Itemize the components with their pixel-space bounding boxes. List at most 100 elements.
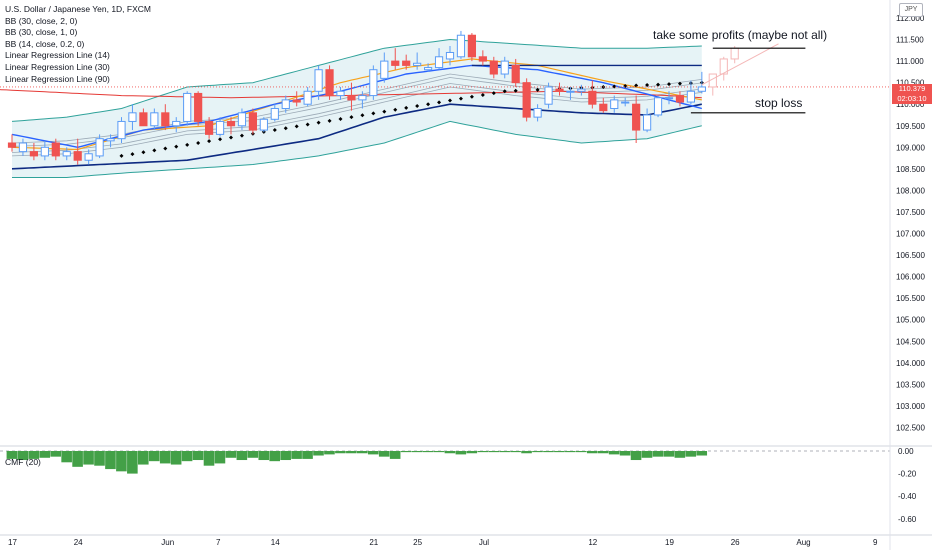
- candle-body: [489, 60, 498, 75]
- cmf-bar: [6, 451, 18, 459]
- regression-dot: [338, 116, 343, 121]
- candle-body: [664, 97, 674, 100]
- cmf-bar: [83, 451, 94, 465]
- candle-body: [172, 120, 181, 127]
- linear-regression-90: [11, 103, 702, 170]
- candle-body: [402, 60, 411, 66]
- cmf-bar: [477, 451, 489, 453]
- price-tick-label: 102.500: [896, 423, 925, 432]
- cmf-bar: [324, 451, 335, 455]
- regression-dot: [458, 96, 463, 101]
- regression-dot: [448, 98, 452, 103]
- cmf-bar: [302, 451, 313, 459]
- cmf-bar: [138, 451, 149, 465]
- cmf-bar: [433, 451, 445, 453]
- candle-body: [248, 112, 258, 131]
- cmf-bar: [586, 451, 598, 454]
- regression-dot: [393, 107, 398, 112]
- regression-dot: [502, 89, 507, 94]
- time-tick-label: 26: [731, 538, 740, 547]
- linear-regression-14: [11, 64, 702, 149]
- candle-body: [621, 101, 630, 104]
- candle-body: [697, 86, 706, 92]
- candle-body: [226, 120, 236, 127]
- cmf-bar: [641, 451, 653, 458]
- candle-body: [445, 51, 455, 60]
- regression-dot: [415, 104, 420, 109]
- price-tick-label: 103.500: [896, 380, 925, 389]
- regression-dot: [316, 120, 321, 125]
- cmf-bar: [444, 451, 456, 454]
- cmf-bar: [422, 451, 434, 453]
- last-price: 110.379: [898, 84, 926, 93]
- candle-body: [555, 88, 564, 92]
- last-price-tag: 110.379 02:03:10: [892, 84, 932, 104]
- price-tick-label: 105.000: [896, 316, 925, 325]
- currency-badge[interactable]: JPY: [899, 3, 923, 17]
- regression-dot: [513, 88, 518, 93]
- candle-body: [478, 56, 487, 62]
- cmf-bar: [400, 451, 412, 453]
- cmf-bar: [411, 451, 423, 453]
- candle-body: [369, 69, 378, 97]
- regression-dot: [645, 83, 650, 88]
- candle-body: [84, 153, 93, 161]
- candle-body: [314, 69, 323, 92]
- cmf-bar: [214, 451, 226, 464]
- cmf-bar: [17, 451, 29, 461]
- cmf-bar: [72, 451, 83, 467]
- candle-body: [51, 142, 60, 157]
- cmf-bar: [94, 451, 105, 466]
- cmf-bar: [597, 451, 609, 454]
- regression-dot: [130, 152, 135, 157]
- candle-body: [237, 112, 247, 127]
- cmf-bar: [291, 451, 302, 459]
- regression-dot: [119, 153, 124, 158]
- cmf-bar: [685, 451, 697, 457]
- cmf-tick-label: -0.40: [898, 492, 917, 501]
- time-tick-label: 14: [271, 538, 280, 547]
- cmf-bar: [148, 451, 160, 462]
- price-tick-label: 108.500: [896, 165, 925, 174]
- price-tick-label: 111.000: [896, 57, 924, 66]
- cmf-bar: [663, 451, 675, 457]
- cmf-bar: [61, 451, 72, 463]
- legend-lr-14: Linear Regression Line (14): [5, 50, 110, 61]
- cmf-bar: [576, 451, 587, 453]
- candle-body: [675, 95, 685, 103]
- cmf-bar: [247, 451, 259, 458]
- candle-body: [183, 92, 192, 122]
- regression-dot: [667, 82, 671, 87]
- candle-body: [424, 67, 433, 71]
- time-tick-label: Jun: [161, 538, 174, 547]
- candle-body: [599, 103, 608, 112]
- legend-bb-14: BB (14, close, 0.2, 0): [5, 38, 85, 49]
- candle-body: [139, 112, 148, 127]
- time-tick-label: 24: [74, 538, 83, 547]
- candle-body: [18, 142, 28, 153]
- regression-dot: [239, 133, 244, 138]
- regression-dot: [218, 137, 223, 142]
- price-tick-label: 104.000: [896, 359, 925, 368]
- cmf-bar: [532, 451, 543, 453]
- candle-body: [500, 60, 509, 75]
- regression-dot: [371, 111, 376, 116]
- cmf-bar: [619, 451, 631, 456]
- cmf-bar: [521, 451, 532, 454]
- cmf-bar: [674, 451, 686, 458]
- cmf-bar: [346, 451, 357, 454]
- candle-body: [686, 90, 695, 103]
- cmf-bar: [630, 451, 642, 461]
- regression-dot: [480, 92, 485, 97]
- candle-body: [29, 151, 38, 157]
- candle-body: [434, 56, 444, 69]
- bb-inner-line: [11, 83, 702, 153]
- candle-body: [117, 120, 126, 140]
- time-tick-label: 9: [873, 538, 878, 547]
- candle-body: [128, 112, 137, 122]
- regression-dot: [677, 81, 682, 86]
- candle-body: [467, 34, 476, 58]
- legend-lr-90: Linear Regression Line (90): [5, 73, 110, 84]
- price-tick-label: 109.500: [896, 122, 925, 131]
